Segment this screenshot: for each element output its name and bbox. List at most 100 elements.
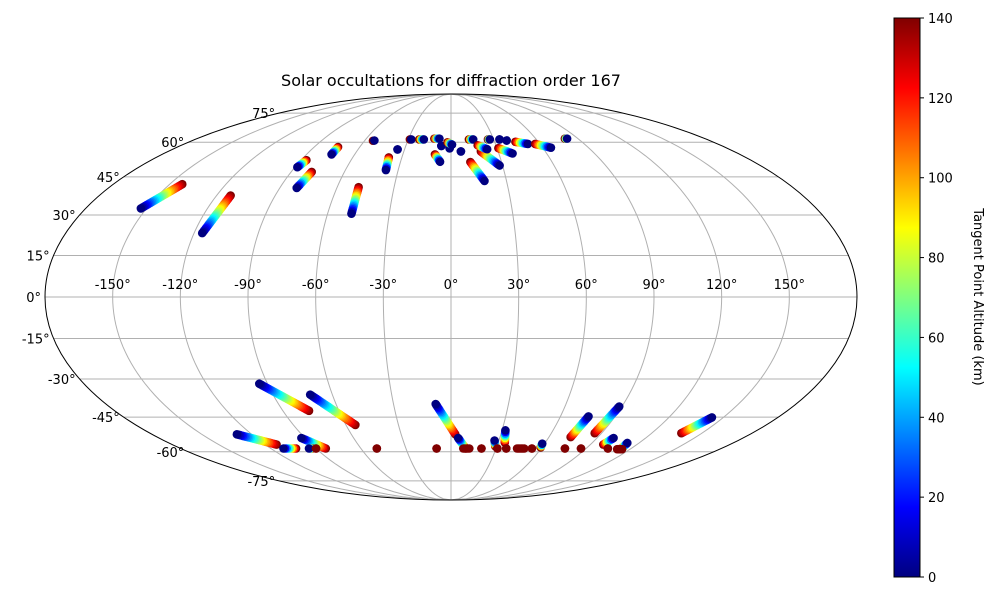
data-point (432, 444, 441, 453)
occultation-track (512, 444, 529, 453)
data-point (435, 134, 444, 143)
occultation-track (347, 182, 363, 218)
latitude-tick-label: 0° (26, 291, 41, 306)
colorbar-tick-label: 140 (928, 12, 953, 27)
data-point (304, 444, 314, 453)
longitude-tick-label: 60° (575, 278, 598, 293)
data-point (614, 402, 624, 411)
occultation-track (430, 150, 445, 167)
data-point (603, 444, 613, 453)
occultation-track (603, 444, 613, 453)
data-point (468, 135, 478, 144)
data-point (197, 228, 207, 238)
data-point (477, 444, 486, 453)
latitude-tick-label: -60° (157, 446, 185, 461)
data-point (393, 145, 402, 154)
data-point (407, 135, 416, 144)
occultation-track (483, 135, 495, 144)
colorbar-tick-label: 40 (928, 411, 945, 426)
data-point (493, 444, 502, 453)
occultation-track (493, 444, 502, 453)
occultation-track (327, 142, 343, 159)
data-point (480, 176, 489, 186)
colorbar-tick-label: 20 (928, 491, 945, 506)
chart-title: Solar occultations for diffraction order… (281, 71, 621, 90)
latitude-tick-labels: -75° -60° -45° -30° -15° 0° 15° 30° 45° 60° 75° (22, 107, 275, 490)
data-point (512, 444, 522, 453)
data-point (501, 444, 511, 453)
occultation-track (293, 155, 311, 172)
data-point (297, 433, 306, 443)
data-point (370, 136, 379, 145)
occultation-track (560, 444, 570, 453)
occultation-track (502, 136, 511, 145)
occultation-track (459, 444, 474, 453)
data-point (453, 433, 463, 443)
occultation-track (372, 444, 382, 453)
occultation-track (590, 402, 624, 438)
latitude-tick-label: 15° (27, 249, 50, 264)
data-point (485, 135, 495, 144)
occultation-track (393, 145, 402, 154)
occultation-track (560, 134, 572, 143)
data-point (707, 413, 717, 422)
occultation-track (476, 147, 504, 170)
occultation-track (477, 444, 486, 453)
data-point (482, 144, 492, 154)
longitude-tick-label: 90° (642, 278, 665, 293)
data-point (447, 140, 457, 149)
data-point (546, 143, 556, 152)
data-point (459, 444, 468, 453)
occultation-track (311, 444, 321, 453)
colorbar-label: Tangent Point Altitude (km) (970, 207, 985, 385)
map-boundary (44, 93, 858, 501)
colorbar-tick-label: 100 (928, 172, 953, 187)
data-point (584, 412, 593, 421)
occultation-track (466, 157, 489, 186)
data-point (508, 149, 517, 158)
longitude-tick-label: 0° (444, 278, 459, 293)
longitude-tick-label: -30° (369, 278, 397, 293)
data-point (327, 150, 336, 159)
data-point (292, 183, 302, 193)
data-point (560, 444, 570, 453)
data-point (431, 399, 440, 409)
graticule (45, 94, 857, 500)
occultation-track (527, 444, 537, 453)
colorbar-ticks: 0 20 40 60 80 100 120 140 (920, 12, 953, 586)
data-point (537, 439, 547, 448)
data-point (456, 147, 466, 156)
occultation-track (511, 137, 533, 149)
data-point (612, 444, 622, 454)
data-point (435, 157, 445, 167)
occultation-track (414, 135, 429, 144)
data-point (502, 136, 511, 145)
latitude-tick-label: 60° (161, 136, 184, 151)
latitude-tick-label: -45° (92, 411, 120, 426)
occultation-track (430, 134, 444, 143)
data-point (136, 204, 146, 213)
longitude-tick-labels: -150° -120° -90° -60° -30° 0° 30° 60° 90° 120° 150… (95, 278, 805, 293)
occultation-track (279, 444, 301, 453)
occultation-track (530, 139, 556, 152)
data-point (495, 161, 504, 170)
occultation-track (254, 379, 314, 416)
occultation-track (576, 444, 586, 453)
data-point (254, 379, 264, 389)
colorbar-tick-label: 120 (928, 92, 953, 107)
data-point (576, 444, 586, 453)
longitude-tick-label: -150° (95, 278, 131, 293)
data-point (490, 436, 499, 445)
colorbar-tick-label: 80 (928, 252, 945, 267)
latitude-tick-label: 45° (97, 171, 120, 186)
occultation-track (473, 140, 492, 154)
occultation-track (368, 136, 379, 146)
longitude-tick-label: 30° (507, 278, 530, 293)
occultation-track (381, 153, 394, 175)
longitude-tick-label: -90° (234, 278, 262, 293)
occultation-track (612, 444, 627, 454)
data-point (232, 430, 242, 439)
longitude-tick-label: -60° (302, 278, 330, 293)
data-point (311, 444, 321, 453)
